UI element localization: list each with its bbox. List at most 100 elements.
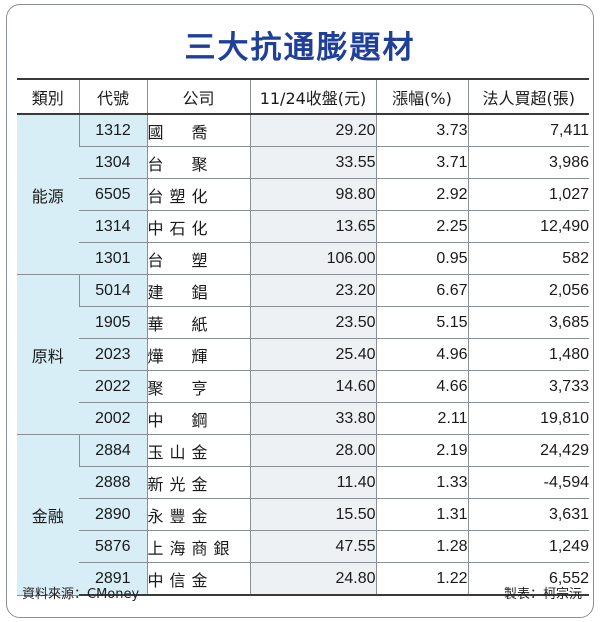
close-price-cell: 11.40 (249, 466, 376, 499)
code-cell: 1301 (79, 242, 147, 275)
table-row: 金融 2884 玉山金 28.00 2.19 24,429 (17, 434, 589, 596)
code-cell: 2023 (79, 338, 147, 371)
close-price-cell: 23.50 (249, 306, 376, 339)
company-cell: 台 塑 (146, 242, 250, 275)
table-row: 2002 中 鋼 33.80 2.11 19,810 (17, 402, 589, 435)
source-note: 資料來源：CMoney (22, 587, 140, 602)
change-percent-cell: 1.31 (375, 498, 468, 531)
change-percent-cell: 2.25 (375, 210, 468, 243)
stock-table: 類別 代號 公司 11/24收盤(元) 漲幅(%) 法人買超(張) 能源 1312… (17, 78, 589, 596)
category-cell: 能源 (17, 114, 79, 275)
code-cell: 2888 (79, 466, 147, 499)
category-cell: 原料 (17, 274, 79, 435)
page-title: 三大抗通膨題材 (184, 30, 416, 66)
change-percent-cell: 1.28 (375, 530, 468, 563)
company-cell: 新光金 (146, 466, 250, 499)
company-cell: 國 喬 (146, 114, 250, 147)
company-cell: 燁 輝 (146, 338, 250, 371)
credit-note: 製表：柯宗沅 (503, 587, 582, 602)
company-cell: 中 鋼 (146, 402, 250, 435)
company-cell: 台 聚 (146, 146, 250, 179)
code-cell: 1304 (79, 146, 147, 179)
code-cell: 1905 (79, 306, 147, 339)
code-cell: 5876 (79, 530, 147, 563)
change-percent-cell: 3.71 (375, 146, 468, 179)
close-price-cell: 14.60 (249, 370, 376, 403)
code-cell: 2022 (79, 370, 147, 403)
institutional-buy-cell: 19,810 (467, 402, 589, 435)
header-change: 漲幅(%) (375, 78, 468, 115)
table-row: 2888 新光金 11.40 1.33 -4,594 (17, 466, 589, 499)
company-cell: 上海商銀 (146, 530, 250, 563)
change-percent-cell: 2.11 (375, 402, 468, 435)
institutional-buy-cell: 6,552 (467, 562, 589, 596)
company-cell: 聚 亨 (146, 370, 250, 403)
change-percent-cell: 4.66 (375, 370, 468, 403)
company-cell: 華 紙 (146, 306, 250, 339)
close-price-cell: 24.80 (249, 562, 376, 596)
header-code: 代號 (78, 78, 147, 115)
code-cell: 2890 (79, 498, 147, 531)
company-cell: 台塑化 (146, 178, 250, 211)
table-row: 2890 永豐金 15.50 1.31 3,631 (17, 498, 589, 531)
table-row: 6505 台塑化 98.80 2.92 1,027 (17, 178, 589, 211)
close-price-cell: 28.00 (249, 434, 376, 467)
code-cell: 2884 (78, 434, 147, 467)
institutional-buy-cell: 12,490 (467, 210, 589, 243)
close-price-cell: 106.00 (249, 242, 376, 275)
institutional-buy-cell: 7,411 (467, 114, 589, 147)
table-body: 能源 1312 國 喬 29.20 3.73 7,411 1304 台 聚 33.55 3.71 3… (17, 114, 589, 596)
change-percent-cell: 4.96 (375, 338, 468, 371)
change-percent-cell: 0.95 (375, 242, 468, 275)
close-price-cell: 33.55 (249, 146, 376, 179)
institutional-buy-cell: 1,480 (467, 338, 589, 371)
code-cell: 1312 (78, 114, 147, 147)
change-percent-cell: 6.67 (375, 274, 468, 307)
change-percent-cell: 3.73 (375, 114, 468, 147)
institutional-buy-cell: -4,594 (467, 466, 589, 499)
table-row: 1301 台 塑 106.00 0.95 582 (17, 242, 589, 275)
table-row: 1314 中石化 13.65 2.25 12,490 (17, 210, 589, 243)
header-close: 11/24收盤(元) (249, 78, 376, 115)
company-cell: 永豐金 (146, 498, 250, 531)
institutional-buy-cell: 3,733 (467, 370, 589, 403)
company-cell: 中石化 (146, 210, 250, 243)
institutional-buy-cell: 3,986 (467, 146, 589, 179)
institutional-buy-cell: 1,249 (467, 530, 589, 563)
institutional-buy-cell: 24,429 (467, 434, 589, 467)
close-price-cell: 13.65 (249, 210, 376, 243)
close-price-cell: 98.80 (249, 178, 376, 211)
table-row: 2022 聚 亨 14.60 4.66 3,733 (17, 370, 589, 403)
code-cell: 2891 (79, 562, 147, 596)
code-cell: 1314 (79, 210, 147, 243)
table-row: 1304 台 聚 33.55 3.71 3,986 (17, 146, 589, 179)
institutional-buy-cell: 1,027 (467, 178, 589, 211)
change-percent-cell: 5.15 (375, 306, 468, 339)
code-cell: 6505 (79, 178, 147, 211)
table-row: 能源 1312 國 喬 29.20 3.73 7,411 (17, 114, 589, 275)
company-cell: 建 錩 (146, 274, 250, 307)
header-company: 公司 (146, 78, 250, 115)
table-header-row: 類別 代號 公司 11/24收盤(元) 漲幅(%) 法人買超(張) (17, 78, 589, 115)
close-price-cell: 15.50 (249, 498, 376, 531)
header-category: 類別 (17, 78, 79, 115)
table-row: 2023 燁 輝 25.40 4.96 1,480 (17, 338, 589, 371)
company-cell: 玉山金 (146, 434, 250, 467)
table-row: 5876 上海商銀 47.55 1.28 1,249 (17, 530, 589, 563)
close-price-cell: 33.80 (249, 402, 376, 435)
institutional-buy-cell: 3,631 (467, 498, 589, 531)
institutional-buy-cell: 582 (467, 242, 589, 275)
header-institutional: 法人買超(張) (467, 78, 589, 115)
company-cell: 中信金 (146, 562, 250, 596)
change-percent-cell: 2.19 (375, 434, 468, 467)
close-price-cell: 25.40 (249, 338, 376, 371)
close-price-cell: 29.20 (249, 114, 376, 147)
change-percent-cell: 1.22 (375, 562, 468, 596)
table-row: 1905 華 紙 23.50 5.15 3,685 (17, 306, 589, 339)
code-cell: 5014 (78, 274, 147, 307)
table-row: 2891 中信金 24.80 1.22 6,552 (17, 562, 589, 596)
code-cell: 2002 (79, 402, 147, 435)
institutional-buy-cell: 3,685 (467, 306, 589, 339)
category-cell: 金融 (17, 434, 79, 596)
change-percent-cell: 1.33 (375, 466, 468, 499)
